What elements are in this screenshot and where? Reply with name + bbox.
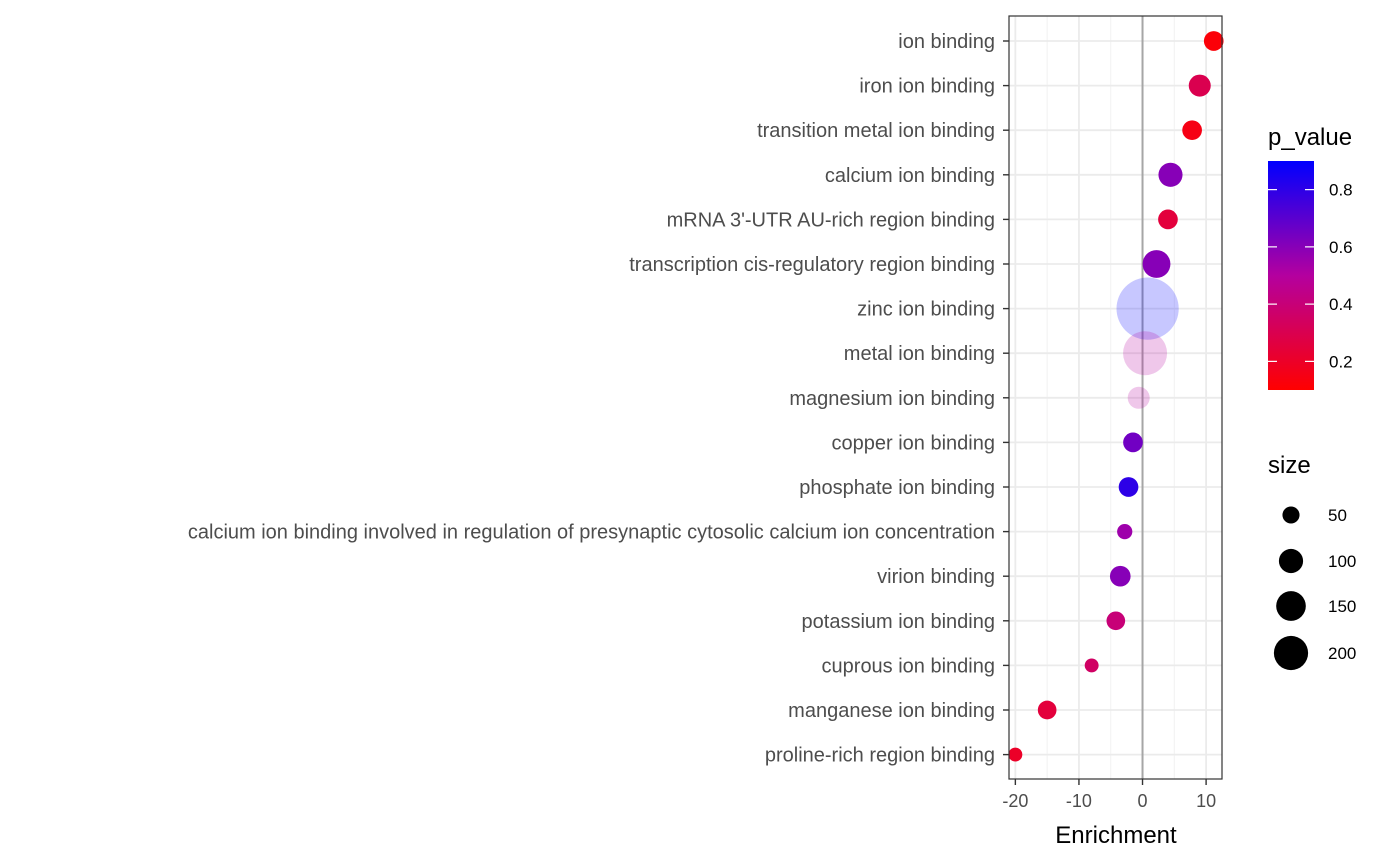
colorbar-label: 0.8 bbox=[1329, 181, 1353, 200]
data-point bbox=[1116, 277, 1179, 340]
x-axis-title: Enrichment bbox=[1055, 822, 1177, 849]
data-point bbox=[1008, 747, 1023, 762]
size-legend-label: 200 bbox=[1328, 644, 1356, 663]
data-point bbox=[1203, 31, 1224, 51]
x-tick-label: 0 bbox=[1138, 791, 1148, 811]
panel-border bbox=[1008, 15, 1223, 780]
size-legend-label: 100 bbox=[1328, 552, 1356, 571]
size-legend: size 50 100 150 200 bbox=[1268, 452, 1356, 671]
data-point bbox=[1123, 432, 1143, 453]
data-point bbox=[1109, 565, 1131, 587]
category-label: manganese ion binding bbox=[788, 700, 995, 722]
x-tick-label: -20 bbox=[1002, 791, 1028, 811]
size-legend-key bbox=[1278, 548, 1304, 574]
data-point bbox=[1037, 700, 1057, 720]
data-point bbox=[1123, 331, 1168, 376]
category-label: zinc ion binding bbox=[857, 299, 995, 321]
category-label: calcium ion binding involved in regulati… bbox=[188, 522, 995, 544]
size-legend-key bbox=[1276, 591, 1306, 621]
data-point bbox=[1127, 386, 1150, 409]
category-label: phosphate ion binding bbox=[799, 477, 995, 499]
x-tick-label: 10 bbox=[1196, 791, 1216, 811]
category-label: metal ion binding bbox=[844, 343, 995, 365]
category-label: magnesium ion binding bbox=[789, 388, 995, 410]
p-value-colorbar bbox=[1268, 161, 1314, 390]
data-point bbox=[1117, 523, 1133, 540]
colorbar-label: 0.6 bbox=[1329, 238, 1353, 257]
data-point bbox=[1188, 74, 1211, 97]
category-label: potassium ion binding bbox=[802, 611, 995, 633]
p-value-legend-title: p_value bbox=[1268, 124, 1352, 151]
size-legend-key bbox=[1273, 635, 1309, 671]
size-legend-title: size bbox=[1268, 452, 1311, 479]
data-point bbox=[1182, 120, 1202, 141]
size-legend-label: 50 bbox=[1328, 506, 1347, 525]
category-label: cuprous ion binding bbox=[822, 655, 995, 677]
category-label: calcium ion binding bbox=[825, 165, 995, 187]
category-label: proline-rich region binding bbox=[765, 745, 995, 767]
x-tick-label: -10 bbox=[1066, 791, 1092, 811]
size-legend-label: 150 bbox=[1328, 597, 1356, 616]
data-point bbox=[1106, 611, 1126, 631]
data-point bbox=[1158, 162, 1183, 187]
data-point bbox=[1084, 658, 1099, 673]
category-label: mRNA 3'-UTR AU-rich region binding bbox=[667, 209, 995, 231]
data-point bbox=[1118, 477, 1139, 497]
data-point bbox=[1142, 250, 1171, 278]
category-label: virion binding bbox=[877, 566, 995, 588]
colorbar-label: 0.2 bbox=[1329, 352, 1353, 371]
category-label: iron ion binding bbox=[859, 76, 995, 98]
p-value-legend: p_value 0.2 0.4 0.6 0.8 bbox=[1268, 124, 1353, 390]
category-label: copper ion binding bbox=[832, 432, 995, 454]
category-label: transition metal ion binding bbox=[757, 120, 995, 142]
category-label: transcription cis-regulatory region bind… bbox=[629, 254, 995, 276]
colorbar-label: 0.4 bbox=[1329, 295, 1353, 314]
category-label: ion binding bbox=[898, 31, 995, 53]
data-point bbox=[1158, 209, 1178, 230]
size-legend-key bbox=[1282, 506, 1300, 524]
